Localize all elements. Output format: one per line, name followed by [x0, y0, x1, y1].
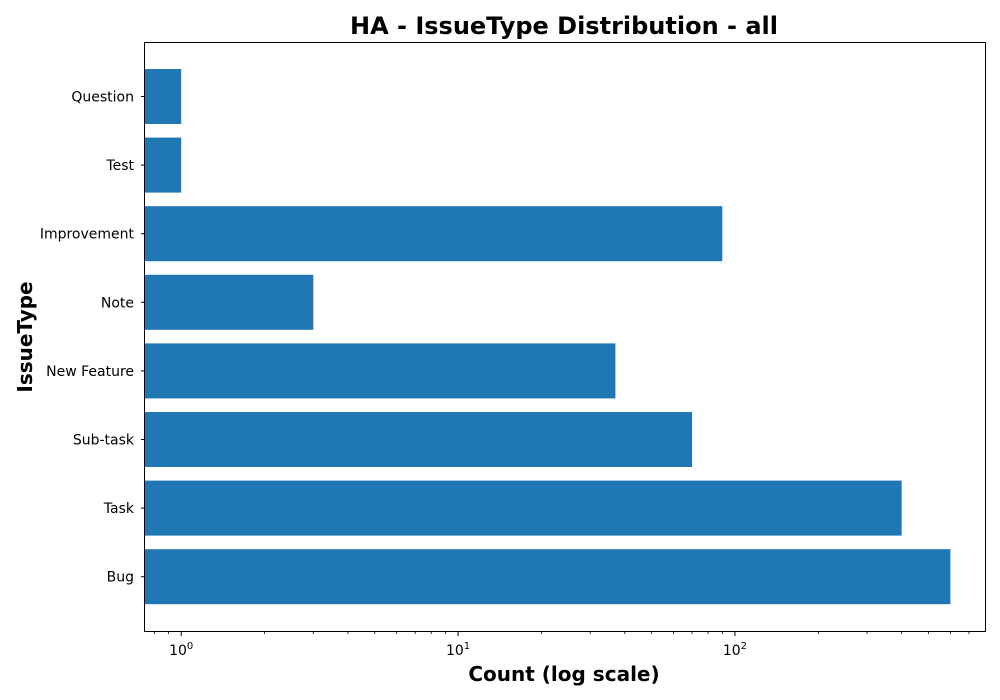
- bars-group: [145, 69, 951, 605]
- bar-improvement: [145, 206, 723, 262]
- bar-new-feature: [145, 343, 616, 399]
- bar-note: [145, 274, 314, 330]
- y-tick-label-sub-task: Sub-task: [73, 433, 135, 449]
- y-tick-label-task: Task: [103, 501, 135, 517]
- x-axis-ticks: 100 101 102: [153, 631, 970, 659]
- x-tick-label-2: 102: [723, 641, 747, 659]
- bar-bug: [145, 549, 951, 605]
- x-tick-label-0: 100: [169, 641, 193, 659]
- y-tick-label-question: Question: [71, 90, 134, 106]
- bar-question: [145, 69, 182, 124]
- bar-sub-task: [145, 412, 693, 467]
- x-tick-label-1: 101: [446, 641, 470, 659]
- bar-task: [145, 480, 902, 536]
- y-axis-ticks: Bug Task Sub-task New Feature Note Improvemen…: [40, 90, 145, 586]
- y-tick-label-note: Note: [101, 295, 134, 311]
- chart-title: HA - IssueType Distribution - all: [350, 12, 778, 40]
- bar-test: [145, 137, 182, 193]
- plot-frame: [144, 42, 986, 632]
- y-tick-label-test: Test: [105, 158, 134, 174]
- y-axis-label: IssueType: [13, 281, 37, 392]
- y-tick-label-bug: Bug: [107, 570, 134, 586]
- y-tick-label-new-feature: New Feature: [46, 364, 134, 380]
- x-axis-label: Count (log scale): [468, 662, 659, 686]
- y-tick-label-improvement: Improvement: [40, 227, 135, 243]
